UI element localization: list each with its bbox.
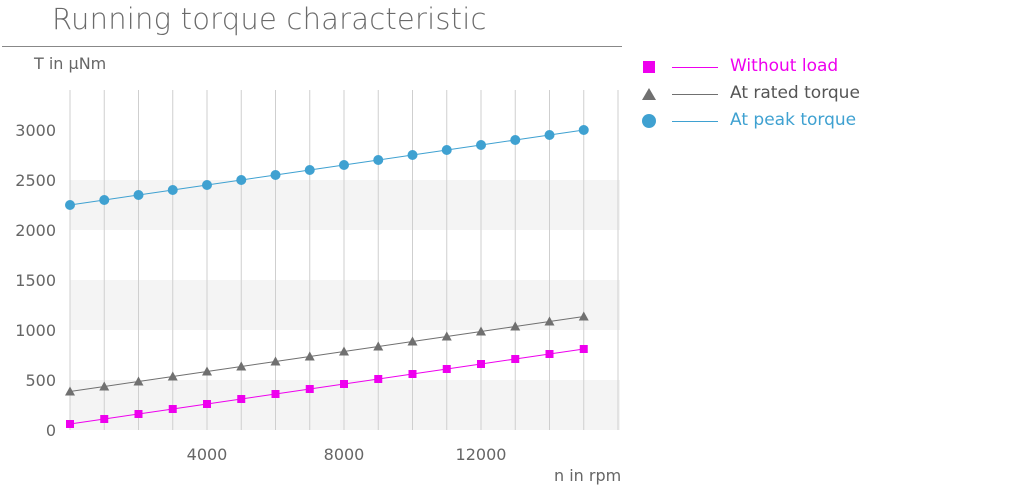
- series-lines: [69, 129, 584, 425]
- data-point: [167, 185, 178, 195]
- x-tick-labels: 4000 8000 12000: [187, 445, 507, 464]
- data-point: [271, 390, 280, 398]
- data-point: [237, 395, 246, 403]
- data-point: [545, 350, 554, 358]
- data-point: [270, 170, 281, 180]
- data-point: [579, 345, 588, 353]
- series-markers: [65, 125, 589, 428]
- data-point: [407, 150, 418, 160]
- data-point: [511, 355, 520, 363]
- data-point: [373, 341, 384, 351]
- x-axis-label: n in rpm: [554, 466, 622, 485]
- data-point: [270, 356, 281, 366]
- chart-title: Running torque characteristic: [52, 2, 487, 36]
- data-point: [544, 130, 555, 140]
- y-tick-label: 2000: [15, 221, 56, 240]
- data-point: [578, 311, 589, 321]
- x-tick-label: 12000: [456, 445, 507, 464]
- y-tick-label: 500: [25, 371, 56, 390]
- y-tick-label: 1000: [15, 321, 56, 340]
- data-point: [510, 135, 521, 145]
- circle-marker-icon: [642, 114, 656, 128]
- y-tick-label: 0: [46, 421, 56, 440]
- data-point: [236, 361, 247, 371]
- triangle-marker-icon: [642, 88, 656, 100]
- data-point: [167, 371, 178, 381]
- grid-band: [70, 280, 620, 330]
- data-point: [305, 385, 314, 393]
- y-tick-label: 2500: [15, 171, 56, 190]
- data-point: [476, 326, 486, 336]
- data-point: [340, 380, 348, 388]
- data-point: [441, 331, 452, 341]
- data-point: [203, 400, 211, 408]
- data-point: [339, 160, 349, 170]
- series-line: [69, 316, 584, 392]
- legend-line: [672, 67, 718, 68]
- y-tick-label: 3000: [15, 121, 56, 140]
- data-point: [65, 386, 75, 396]
- x-tick-label: 4000: [187, 445, 228, 464]
- data-point: [408, 370, 417, 378]
- square-marker-icon: [643, 61, 655, 73]
- data-point: [339, 346, 349, 356]
- grid-band: [70, 380, 620, 430]
- x-tick-label: 8000: [324, 445, 365, 464]
- data-point: [236, 175, 247, 185]
- legend-line: [672, 94, 718, 95]
- data-point: [202, 180, 212, 190]
- data-point: [134, 410, 143, 418]
- series-line: [69, 348, 584, 425]
- data-point: [374, 375, 383, 383]
- legend-label: At peak torque: [730, 110, 857, 130]
- data-point: [304, 351, 315, 361]
- data-point: [133, 376, 144, 386]
- data-point: [168, 405, 177, 413]
- data-point: [510, 321, 521, 331]
- data-point: [202, 366, 212, 376]
- chart-plot: 0 500 1000 1500 2000 2500 3000 4000 8000 12000: [15, 90, 620, 464]
- title-divider: [2, 46, 622, 47]
- data-point: [544, 316, 555, 326]
- data-point: [99, 381, 110, 391]
- grid-band: [70, 180, 620, 230]
- data-point: [442, 365, 451, 373]
- data-point: [304, 165, 315, 175]
- y-axis-label: T in µNm: [34, 54, 107, 73]
- data-point: [99, 195, 110, 205]
- legend-label: Without load: [730, 56, 839, 76]
- background-bands: [70, 180, 620, 430]
- data-point: [407, 336, 418, 346]
- data-point: [133, 190, 144, 200]
- data-point: [578, 125, 589, 135]
- data-point: [100, 415, 109, 423]
- y-tick-label: 1500: [15, 271, 56, 290]
- data-point: [477, 360, 485, 368]
- data-point: [65, 200, 75, 210]
- legend-label: At rated torque: [730, 83, 860, 103]
- data-point: [441, 145, 452, 155]
- y-tick-labels: 0 500 1000 1500 2000 2500 3000: [15, 121, 56, 440]
- series-line: [69, 129, 584, 206]
- legend-line: [672, 121, 718, 122]
- data-point: [373, 155, 384, 165]
- data-point: [66, 420, 74, 428]
- data-point: [476, 140, 486, 150]
